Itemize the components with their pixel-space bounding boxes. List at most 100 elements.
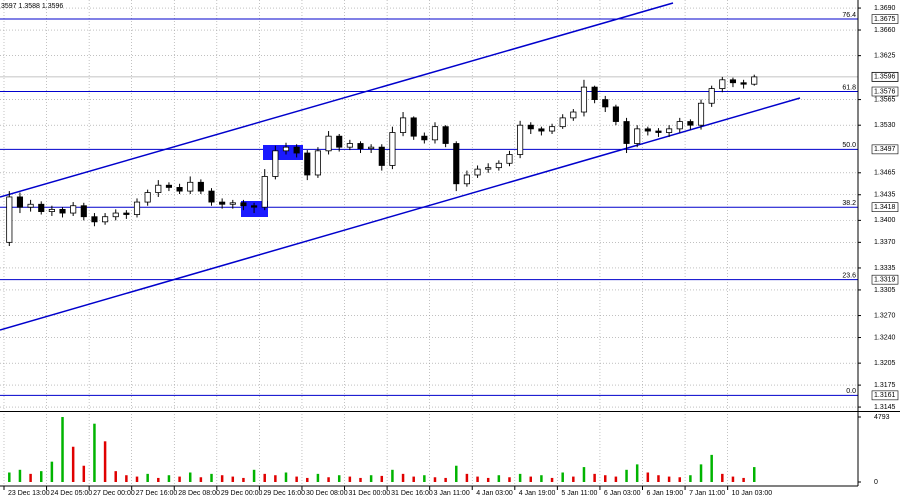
candle-body: [697, 102, 705, 126]
candle-body: [495, 162, 502, 169]
candle-body: [453, 143, 460, 185]
y-tick-label: 1.3660: [874, 27, 896, 34]
fib-ratio-label: 50.0: [842, 142, 856, 149]
candle-body: [261, 176, 268, 208]
y-tick-label: 1.3370: [874, 239, 896, 246]
y-tick-label: 1.3205: [874, 360, 896, 367]
candle-body: [368, 146, 375, 150]
x-tick-label: 31 Dec 16:00: [391, 490, 433, 497]
candle-body: [357, 143, 364, 150]
level-price-label: 1.3576: [874, 88, 896, 95]
fib-ratio-label: 61.8: [842, 84, 856, 91]
candle-body: [729, 79, 737, 84]
x-tick-label: 27 Dec 00:00: [93, 490, 135, 497]
x-tick-label: 5 Jan 11:00: [561, 490, 597, 497]
y-tick-label: 1.3175: [874, 382, 896, 389]
candle-body: [591, 86, 598, 100]
x-tick-label: 10 Jan 03:00: [732, 490, 773, 497]
candle-body: [399, 117, 407, 133]
candle-body: [219, 201, 226, 205]
y2-tick-label: 0: [874, 479, 878, 486]
candle-body: [527, 124, 534, 130]
candle-body: [623, 121, 630, 144]
candle-body: [655, 130, 662, 133]
price-box: [871, 71, 899, 82]
price-box: [871, 390, 899, 401]
candle-body: [719, 79, 726, 89]
candle-body: [346, 143, 353, 148]
candle-body: [293, 146, 300, 154]
y-tick-label: 1.3530: [874, 122, 896, 129]
candle-body: [602, 99, 609, 108]
y-tick-label: 1.3565: [874, 96, 896, 103]
candle-body: [687, 121, 694, 126]
fib-ratio-label: 38.2: [842, 200, 856, 207]
candle-body: [517, 124, 524, 155]
candle-body: [644, 128, 651, 132]
level-price-label: 1.3161: [874, 392, 896, 399]
candle-body: [751, 76, 758, 85]
x-tick-label: 6 Jan 03:00: [604, 490, 641, 497]
candle-body: [16, 196, 24, 208]
x-tick-label: 29 Dec 16:00: [263, 490, 305, 497]
candle-body: [580, 86, 588, 113]
candle-body: [740, 82, 747, 85]
data-layer: [6, 74, 758, 482]
candle-body: [123, 212, 130, 215]
candle-body: [176, 187, 183, 192]
level-price-label: 1.3418: [874, 204, 896, 211]
candle-body: [48, 208, 55, 212]
x-tick-label: 7 Jan 11:00: [689, 490, 725, 497]
candle-body: [80, 205, 87, 218]
candle-body: [474, 168, 481, 176]
candle-body: [570, 111, 577, 119]
candle-body: [314, 150, 321, 176]
x-tick-label: 30 Dec 08:00: [306, 490, 348, 497]
x-tick-label: 28 Dec 08:00: [178, 490, 220, 497]
candle-body: [634, 128, 641, 144]
y-tick-label: 1.3625: [874, 52, 896, 59]
price-box: [871, 202, 899, 212]
channel-line: [0, 97, 801, 331]
candle-body: [165, 184, 172, 188]
x-tick-label: 29 Dec 00:00: [221, 490, 263, 497]
current-price-label: 1.3596: [874, 74, 896, 81]
level-price-label: 1.3497: [874, 146, 896, 153]
candle-body: [282, 146, 290, 152]
y-tick-label: 1.3435: [874, 192, 896, 199]
candle-body: [463, 174, 470, 185]
x-tick-label: 31 Dec 00:00: [349, 490, 391, 497]
candle-body: [666, 128, 673, 133]
candle-body: [442, 126, 449, 144]
candle-body: [708, 88, 715, 104]
y-tick-label: 1.3465: [874, 170, 896, 177]
candle-body: [325, 135, 332, 152]
x-tick-label: 4 Jan 19:00: [519, 490, 556, 497]
candle-body: [102, 216, 109, 223]
x-tick-label: 23 Dec 13:00: [8, 490, 50, 497]
price-box: [871, 14, 899, 24]
candle-body: [70, 205, 77, 214]
candle-body: [59, 208, 66, 214]
candle-body: [676, 121, 683, 130]
candle-body: [187, 181, 194, 192]
price-box: [871, 86, 899, 97]
x-tick-label: 4 Jan 03:00: [476, 490, 513, 497]
candle-body: [410, 117, 417, 137]
candle-body: [91, 216, 98, 223]
y-tick-label: 1.3335: [874, 265, 896, 272]
fib-ratio-label: 76.4: [842, 12, 856, 19]
grid-layer: [0, 0, 858, 486]
candle-body: [240, 202, 247, 207]
x-tick-label: 6 Jan 19:00: [647, 490, 684, 497]
candle-body: [421, 135, 428, 141]
candle-body: [208, 190, 215, 203]
level-price-label: 1.3675: [874, 16, 896, 23]
candle-body: [378, 146, 385, 166]
level-price-label: 1.3319: [874, 277, 896, 284]
candle-body: [336, 135, 343, 148]
y-tick-label: 1.3270: [874, 312, 896, 319]
candle-body: [155, 184, 162, 193]
candle-body: [133, 201, 141, 215]
